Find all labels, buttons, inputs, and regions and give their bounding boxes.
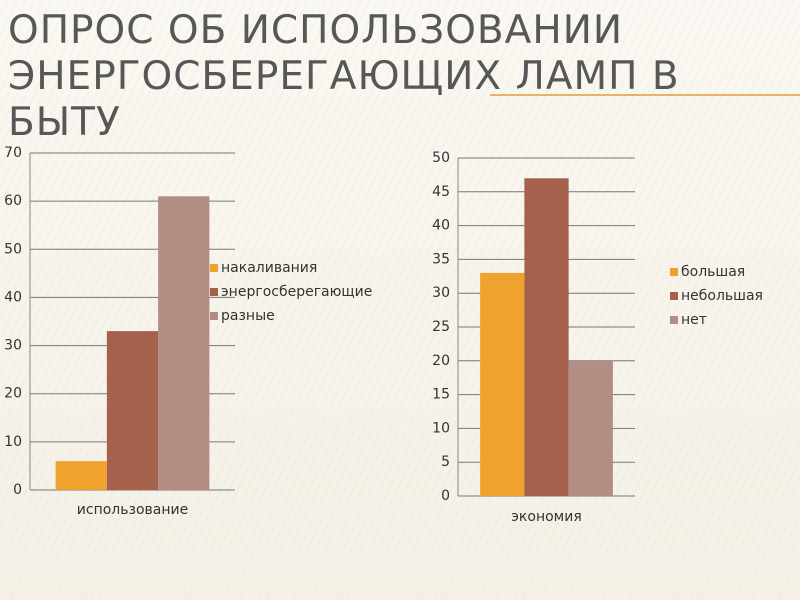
y-tick-label: 25 bbox=[432, 319, 450, 335]
y-tick-label: 15 bbox=[432, 387, 450, 403]
legend-label: разные bbox=[221, 308, 275, 324]
legend-label: большая bbox=[681, 264, 745, 280]
bar bbox=[524, 178, 569, 496]
y-tick-label: 70 bbox=[4, 145, 22, 161]
y-tick-label: 0 bbox=[441, 488, 450, 504]
legend-swatch bbox=[210, 288, 218, 296]
bar bbox=[568, 360, 613, 496]
legend-swatch bbox=[670, 268, 678, 276]
y-tick-label: 10 bbox=[4, 434, 22, 450]
legend-swatch bbox=[670, 292, 678, 300]
y-tick-label: 10 bbox=[432, 420, 450, 436]
bar bbox=[55, 461, 107, 490]
bar bbox=[158, 196, 210, 491]
y-tick-label: 5 bbox=[441, 454, 450, 470]
legend-label: нет bbox=[681, 312, 707, 328]
y-tick-label: 40 bbox=[432, 218, 450, 234]
legend-label: накаливания bbox=[221, 260, 317, 276]
y-tick-label: 20 bbox=[432, 353, 450, 369]
x-tick-label: экономия bbox=[511, 509, 582, 525]
legend-label: энергосберегающие bbox=[221, 284, 372, 300]
legend-label: небольшая bbox=[681, 288, 763, 304]
y-tick-label: 60 bbox=[4, 193, 22, 209]
y-tick-label: 30 bbox=[4, 338, 22, 354]
y-tick-label: 20 bbox=[4, 386, 22, 402]
y-tick-label: 50 bbox=[4, 241, 22, 257]
y-tick-label: 0 bbox=[13, 482, 22, 498]
slide-title: ОПРОС ОБ ИСПОЛЬЗОВАНИИ ЭНЕРГОСБЕРЕГАЮЩИХ… bbox=[8, 8, 680, 145]
y-tick-label: 50 bbox=[432, 150, 450, 166]
legend-swatch bbox=[210, 312, 218, 320]
x-tick-label: использование bbox=[77, 502, 188, 518]
y-tick-label: 35 bbox=[432, 251, 450, 267]
bar bbox=[106, 331, 159, 490]
y-tick-label: 30 bbox=[432, 285, 450, 301]
legend-swatch bbox=[210, 264, 218, 272]
bar bbox=[480, 272, 525, 496]
y-tick-label: 45 bbox=[432, 184, 450, 200]
y-tick-label: 40 bbox=[4, 289, 22, 305]
legend-swatch bbox=[670, 316, 678, 324]
